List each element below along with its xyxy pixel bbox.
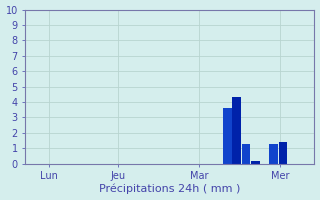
Bar (269, 144, 278, 164)
Bar (251, 161, 260, 164)
Bar (242, 144, 251, 164)
Bar (279, 142, 287, 164)
X-axis label: Précipitations 24h ( mm ): Précipitations 24h ( mm ) (99, 184, 241, 194)
Bar (223, 108, 232, 164)
Bar (232, 97, 241, 164)
